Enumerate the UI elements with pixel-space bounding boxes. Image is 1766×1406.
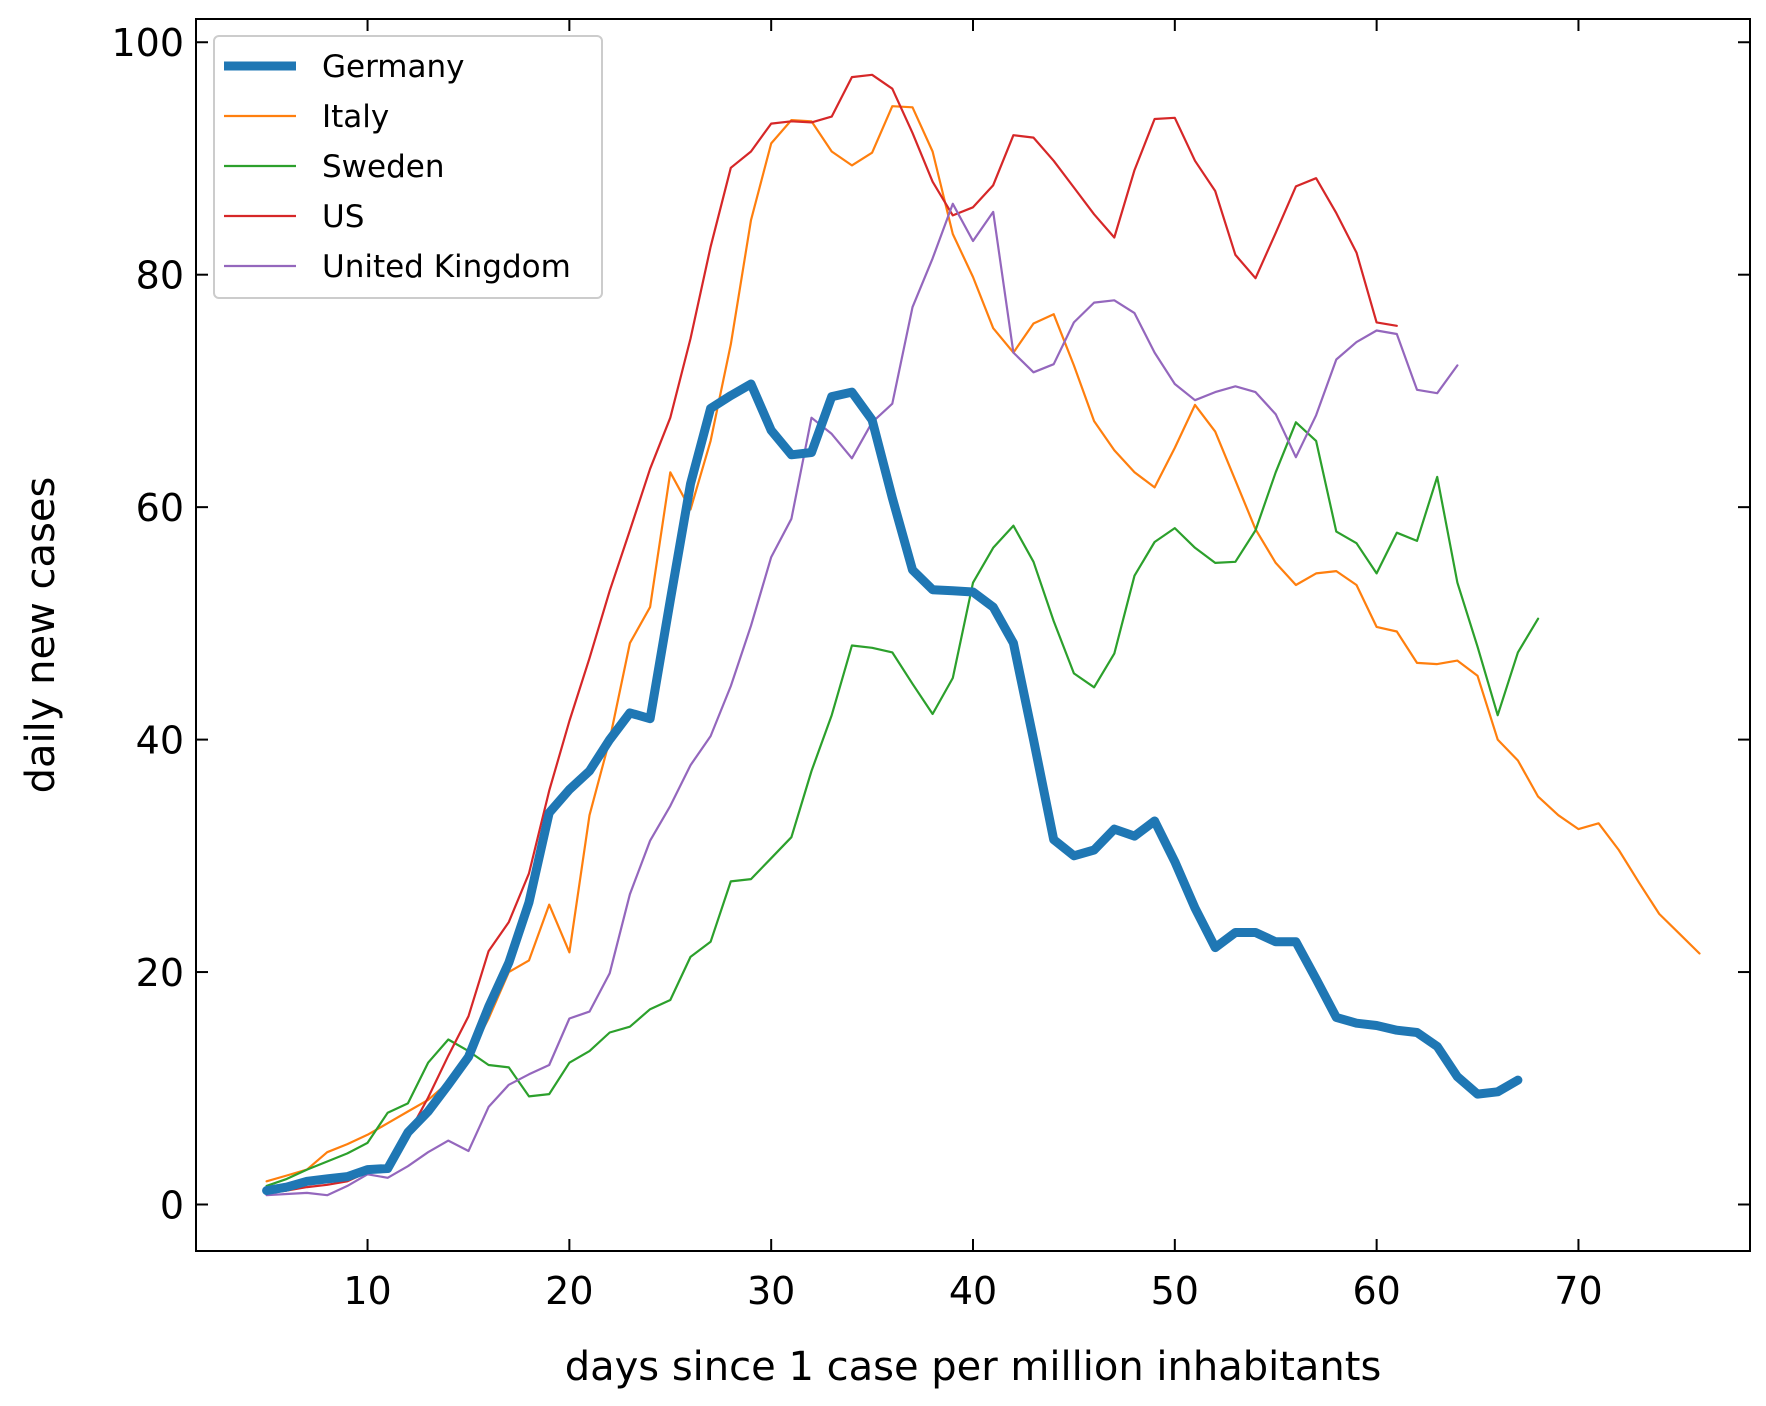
- x-tick-label: 70: [1554, 1269, 1602, 1313]
- y-tick-label: 60: [136, 486, 184, 530]
- series-line-us: [265, 73, 1398, 1195]
- y-axis-label: daily new cases: [18, 477, 64, 794]
- legend-items: Germany Italy Sweden US United Kingdom: [224, 49, 571, 285]
- legend-label-italy: Italy: [322, 99, 389, 135]
- legend: Germany Italy Sweden US United Kingdom: [213, 35, 603, 299]
- legend-label-sweden: Sweden: [322, 149, 445, 185]
- y-tick-label: 80: [136, 254, 184, 298]
- series-line-united-kingdom: [265, 202, 1459, 1197]
- x-tick-label: 50: [1151, 1269, 1199, 1313]
- x-tick-label: 20: [545, 1269, 593, 1313]
- y-tick-label: 0: [160, 1184, 184, 1228]
- x-tick-label: 10: [343, 1269, 391, 1313]
- series-line-sweden: [265, 421, 1540, 1188]
- x-tick-label: 60: [1352, 1269, 1400, 1313]
- x-tick-label: 30: [747, 1269, 795, 1313]
- y-tick-label: 100: [111, 21, 184, 65]
- y-tick-label: 40: [136, 719, 184, 763]
- plot-frame: [195, 18, 1751, 1252]
- legend-label-united-kingdom: United Kingdom: [322, 249, 571, 285]
- x-tick-label: 40: [949, 1269, 997, 1313]
- series-layer: [262, 73, 1701, 1197]
- ticks-layer: 10 20 30 40 50 60 70 0 20 40 60 80 100: [111, 19, 1750, 1313]
- y-tick-label: 20: [136, 951, 184, 995]
- legend-label-us: US: [322, 199, 364, 235]
- x-axis-label: days since 1 case per million inhabitant…: [565, 1344, 1382, 1390]
- series-line-germany: [262, 379, 1523, 1196]
- legend-box: [213, 35, 603, 299]
- legend-label-germany: Germany: [322, 49, 464, 85]
